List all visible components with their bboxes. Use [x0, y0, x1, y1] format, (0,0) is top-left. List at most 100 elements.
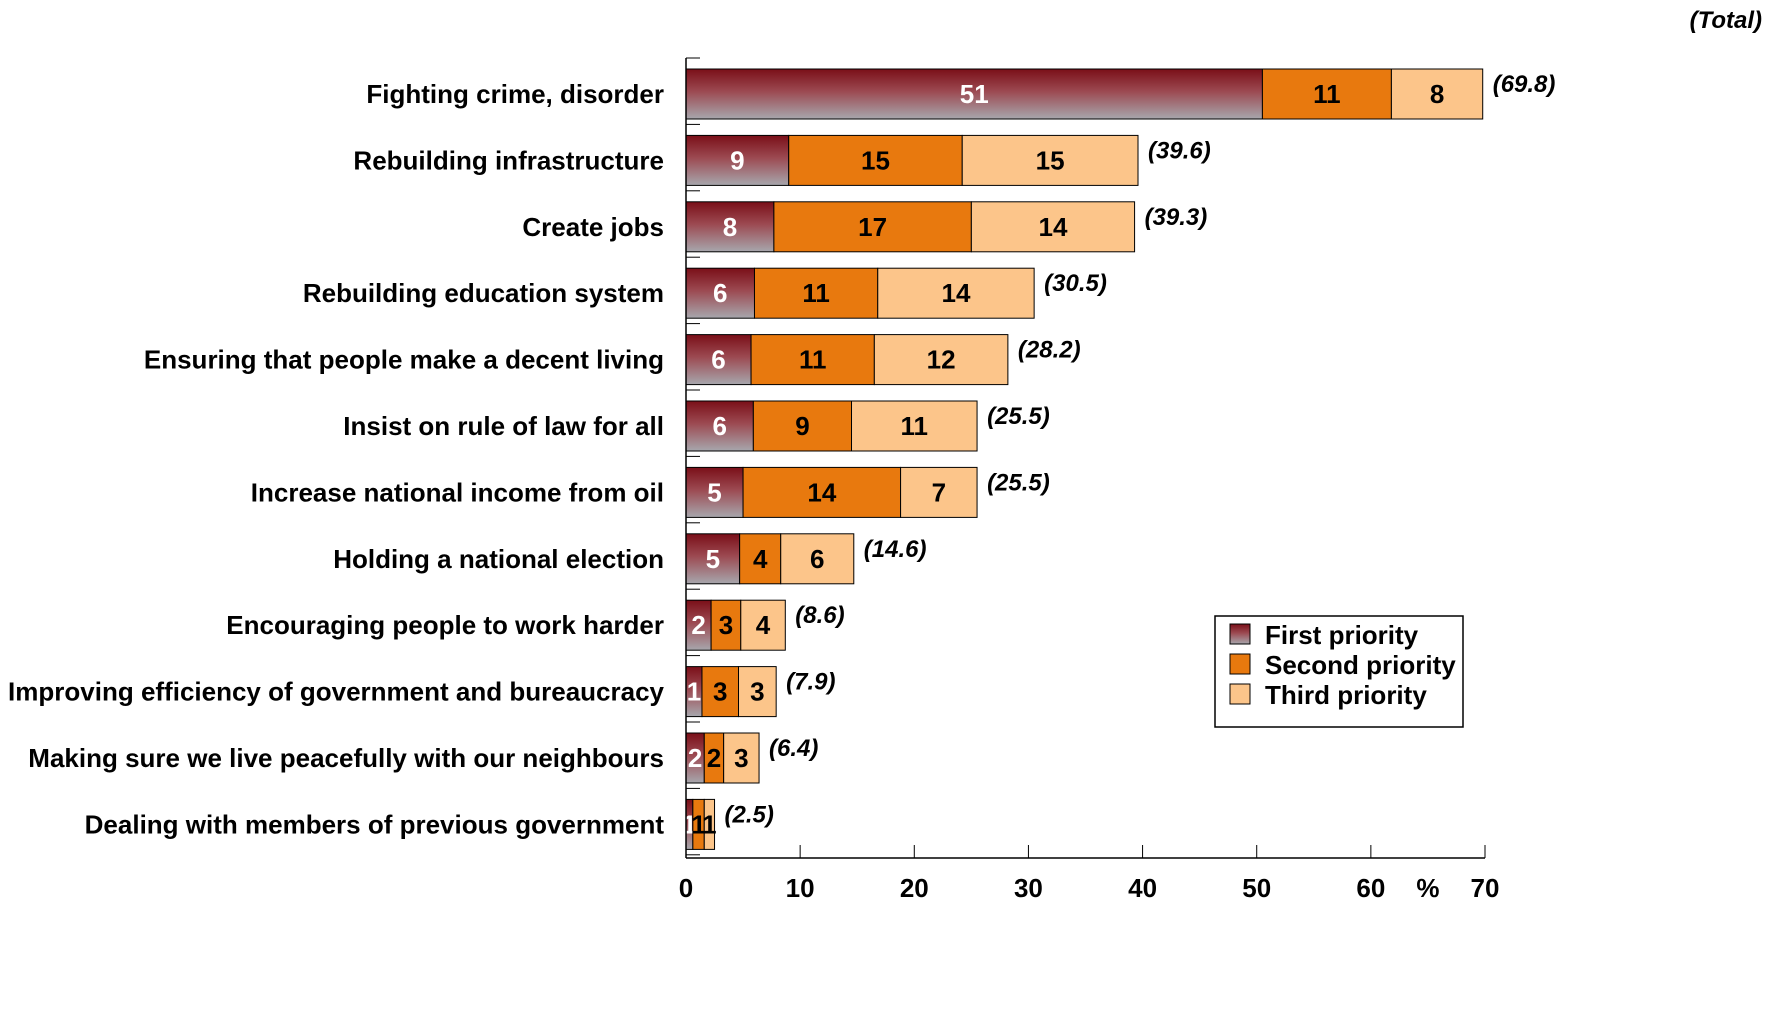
- total-value-label: (7.9): [786, 669, 835, 696]
- segment-value-label: 3: [719, 610, 733, 640]
- x-tick-label: 70: [1471, 873, 1500, 903]
- bar-segment-first-priority: [685, 466, 744, 518]
- total-value-label: (25.5): [987, 403, 1050, 430]
- category-label: Holding a national election: [333, 544, 664, 574]
- category-label: Fighting crime, disorder: [366, 79, 664, 109]
- total-value-label: (30.5): [1044, 270, 1107, 297]
- x-axis-unit-label: %: [1416, 873, 1439, 903]
- segment-value-label: 15: [861, 145, 890, 175]
- segment-value-label: 14: [1039, 212, 1068, 242]
- segment-value-label: 9: [795, 411, 809, 441]
- segment-value-label: 9: [730, 145, 744, 175]
- segment-value-label: 6: [713, 278, 727, 308]
- bar-segment-third-priority: [961, 134, 1139, 186]
- x-tick-label: 30: [1014, 873, 1043, 903]
- segment-value-label: 17: [858, 212, 887, 242]
- total-value-label: (39.6): [1148, 137, 1211, 164]
- x-tick-label: 0: [679, 873, 693, 903]
- segment-value-label: 12: [927, 345, 956, 375]
- legend-swatch-third-priority: [1229, 683, 1251, 705]
- segment-value-label: 5: [707, 477, 721, 507]
- segment-value-label: 2: [691, 610, 705, 640]
- category-label: Create jobs: [522, 212, 664, 242]
- total-value-label: (6.4): [769, 735, 818, 762]
- bar-segment-second-priority: [742, 466, 902, 518]
- legend-box: [1214, 615, 1464, 728]
- bar-segment-second-priority: [788, 134, 963, 186]
- segment-value-label: 1: [687, 677, 701, 707]
- segment-value-label: 5: [706, 544, 720, 574]
- total-value-label: (25.5): [987, 469, 1050, 496]
- segment-value-label: 11: [802, 278, 830, 308]
- segment-value-label: 4: [756, 610, 771, 640]
- segment-value-label: 8: [1430, 79, 1444, 109]
- segment-value-label: 7: [932, 477, 946, 507]
- segment-value-label: 14: [807, 477, 836, 507]
- category-label: Ensuring that people make a decent livin…: [144, 345, 664, 375]
- legend-swatch-second-priority: [1229, 653, 1251, 675]
- category-label: Dealing with members of previous governm…: [85, 809, 665, 839]
- bar-segment-first-priority: [685, 68, 1263, 120]
- total-column-header: (Total): [1690, 7, 1762, 34]
- segment-value-label: 15: [1036, 145, 1065, 175]
- segment-value-label: 8: [723, 212, 737, 242]
- segment-value-label: 11: [1313, 79, 1341, 109]
- bar-segment-third-priority: [900, 466, 978, 518]
- x-tick-label: 40: [1128, 873, 1157, 903]
- category-label: Increase national income from oil: [251, 477, 664, 507]
- segment-value-label: 3: [734, 743, 748, 773]
- x-tick-label: 50: [1242, 873, 1271, 903]
- segment-value-label: 4: [753, 544, 768, 574]
- total-value-label: (28.2): [1018, 337, 1081, 364]
- segment-value-label: 6: [810, 544, 824, 574]
- category-label: Insist on rule of law for all: [343, 411, 664, 441]
- segment-value-label: 1: [691, 809, 705, 839]
- legend-label: Second priority: [1265, 650, 1456, 680]
- category-label: Encouraging people to work harder: [226, 610, 664, 640]
- bar-segment-first-priority: [685, 599, 712, 651]
- bar-segment-third-priority: [851, 400, 978, 452]
- bar-segment-third-priority: [970, 201, 1136, 253]
- bar-segment-first-priority: [685, 533, 741, 585]
- bar-segment-first-priority: [685, 267, 755, 319]
- segment-value-label: 6: [712, 411, 726, 441]
- bar-segment-second-priority: [773, 201, 972, 253]
- segment-value-label: 11: [799, 345, 827, 375]
- category-label: Rebuilding infrastructure: [353, 145, 664, 175]
- x-tick-label: 10: [786, 873, 815, 903]
- legend-label: Third priority: [1265, 680, 1427, 710]
- bar-segment-second-priority: [752, 400, 853, 452]
- segment-value-label: 1: [702, 809, 716, 839]
- bar-segment-third-priority: [780, 533, 855, 585]
- bar-segment-third-priority: [877, 267, 1035, 319]
- category-label: Making sure we live peacefully with our …: [28, 743, 664, 773]
- bar-segment-third-priority: [873, 334, 1009, 386]
- bar-segment-third-priority: [738, 666, 777, 718]
- bar-segment-third-priority: [1390, 68, 1484, 120]
- bar-segment-second-priority: [1261, 68, 1392, 120]
- total-value-label: (8.6): [795, 602, 844, 629]
- total-value-label: (39.3): [1145, 204, 1208, 231]
- segment-value-label: 3: [713, 677, 727, 707]
- category-label: Rebuilding education system: [303, 278, 664, 308]
- segment-value-label: 14: [941, 278, 970, 308]
- bar-segment-first-priority: [685, 134, 790, 186]
- bar-segment-second-priority: [739, 533, 782, 585]
- x-tick-label: 60: [1356, 873, 1385, 903]
- x-tick-label: 20: [900, 873, 929, 903]
- total-value-label: (2.5): [725, 801, 774, 828]
- bar-segment-first-priority: [685, 201, 775, 253]
- segment-value-label: 51: [960, 79, 989, 109]
- bar-segment-first-priority: [685, 334, 752, 386]
- total-value-label: (14.6): [864, 536, 927, 563]
- segment-value-label: 3: [750, 677, 764, 707]
- segment-value-label: 11: [901, 411, 929, 441]
- legend-label: First priority: [1265, 620, 1419, 650]
- bar-segment-second-priority: [750, 334, 875, 386]
- bar-segment-third-priority: [703, 798, 716, 850]
- segment-value-label: 2: [707, 743, 721, 773]
- legend-swatch-first-priority: [1229, 623, 1251, 645]
- category-label: Improving efficiency of government and b…: [8, 677, 664, 707]
- total-value-label: (69.8): [1493, 71, 1556, 98]
